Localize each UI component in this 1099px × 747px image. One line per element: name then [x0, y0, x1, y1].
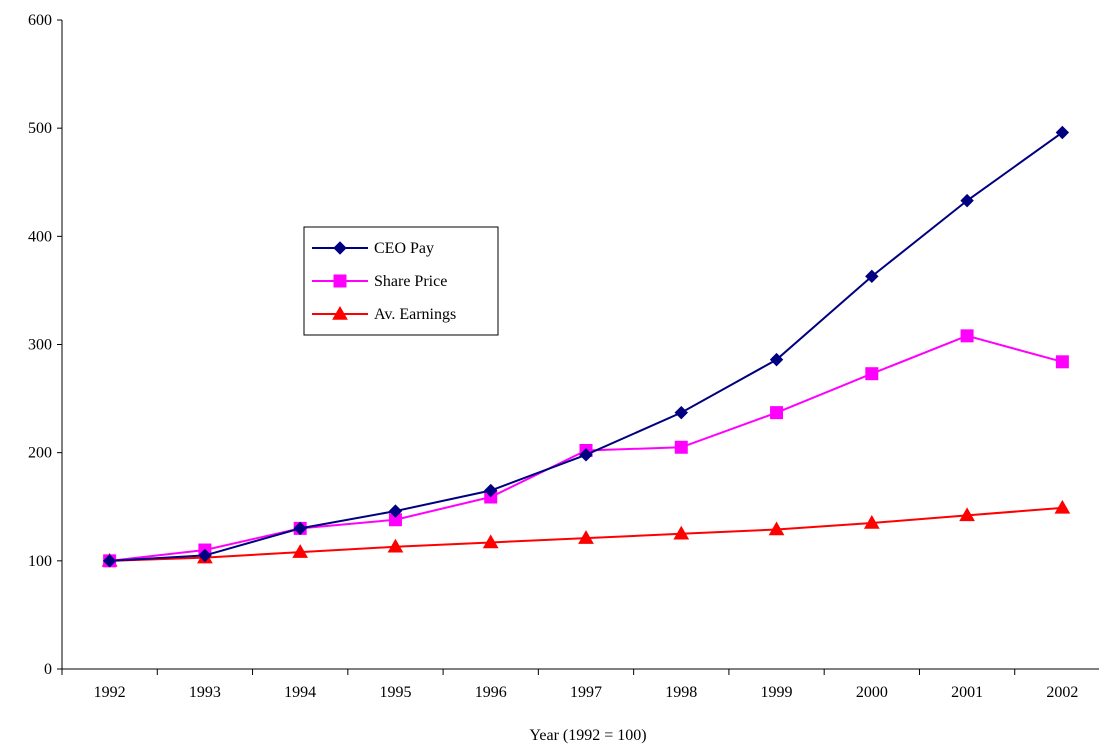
x-tick-label: 1994 — [284, 684, 316, 701]
data-point — [482, 534, 499, 549]
data-point — [388, 504, 403, 518]
y-tick-label: 600 — [28, 12, 52, 29]
data-point — [1055, 125, 1070, 140]
data-point — [293, 521, 307, 536]
legend: CEO Pay Share Price Av. Earnings — [303, 226, 499, 336]
legend-marker — [333, 241, 347, 255]
x-tick-label: 1993 — [189, 684, 221, 701]
legend-label: Av. Earnings — [374, 306, 456, 323]
x-tick-label: 2002 — [1046, 684, 1078, 701]
data-point — [770, 406, 784, 420]
data-point — [674, 440, 688, 454]
legend-marker — [332, 305, 348, 320]
x-tick-label: 1999 — [761, 684, 793, 701]
y-tick-label: 300 — [28, 337, 52, 354]
x-tick-label: 2000 — [856, 684, 888, 701]
x-tick-label: 1992 — [94, 684, 126, 701]
axes: 0 100 200 300 400 500 600 1992 1993 1994 1995 1996 1… — [28, 12, 1099, 701]
data-point — [960, 193, 974, 208]
x-axis-title: Year (1992 = 100) — [529, 727, 646, 744]
legend-label: CEO Pay — [374, 240, 434, 257]
x-tick-label: 1995 — [379, 684, 411, 701]
series-ceo-pay — [102, 125, 1070, 568]
data-point — [959, 507, 975, 522]
data-point — [865, 269, 879, 284]
data-point — [960, 329, 974, 343]
legend-item: Av. Earnings — [312, 305, 456, 323]
data-point — [674, 405, 688, 420]
data-point — [578, 530, 594, 544]
data-point — [769, 352, 784, 367]
y-tick-label: 200 — [28, 445, 52, 462]
y-tick-label: 100 — [28, 553, 52, 570]
data-point — [102, 554, 117, 568]
data-point — [387, 538, 404, 553]
data-point — [579, 448, 593, 462]
legend-item: Share Price — [312, 273, 447, 290]
data-point — [865, 367, 879, 381]
legend-label: Share Price — [374, 273, 447, 290]
x-tick-label: 1997 — [570, 684, 602, 701]
data-point — [863, 514, 880, 529]
series-layer — [101, 125, 1071, 568]
y-tick-label: 500 — [28, 120, 52, 137]
x-tick-label: 1998 — [665, 684, 697, 701]
data-point — [198, 548, 212, 563]
legend-item: CEO Pay — [312, 240, 434, 257]
data-point — [1054, 499, 1071, 514]
x-tick-label: 2001 — [951, 684, 983, 701]
data-point — [673, 525, 690, 540]
series-line — [109, 131, 1063, 562]
x-tick-label: 1996 — [475, 684, 507, 701]
y-tick-label: 400 — [28, 228, 52, 245]
data-point — [292, 544, 309, 558]
series-av-earnings — [101, 499, 1071, 567]
data-point — [484, 483, 498, 498]
legend-marker — [333, 274, 347, 288]
data-point — [1055, 355, 1069, 369]
data-point — [768, 521, 785, 536]
y-tick-label: 0 — [44, 661, 52, 678]
